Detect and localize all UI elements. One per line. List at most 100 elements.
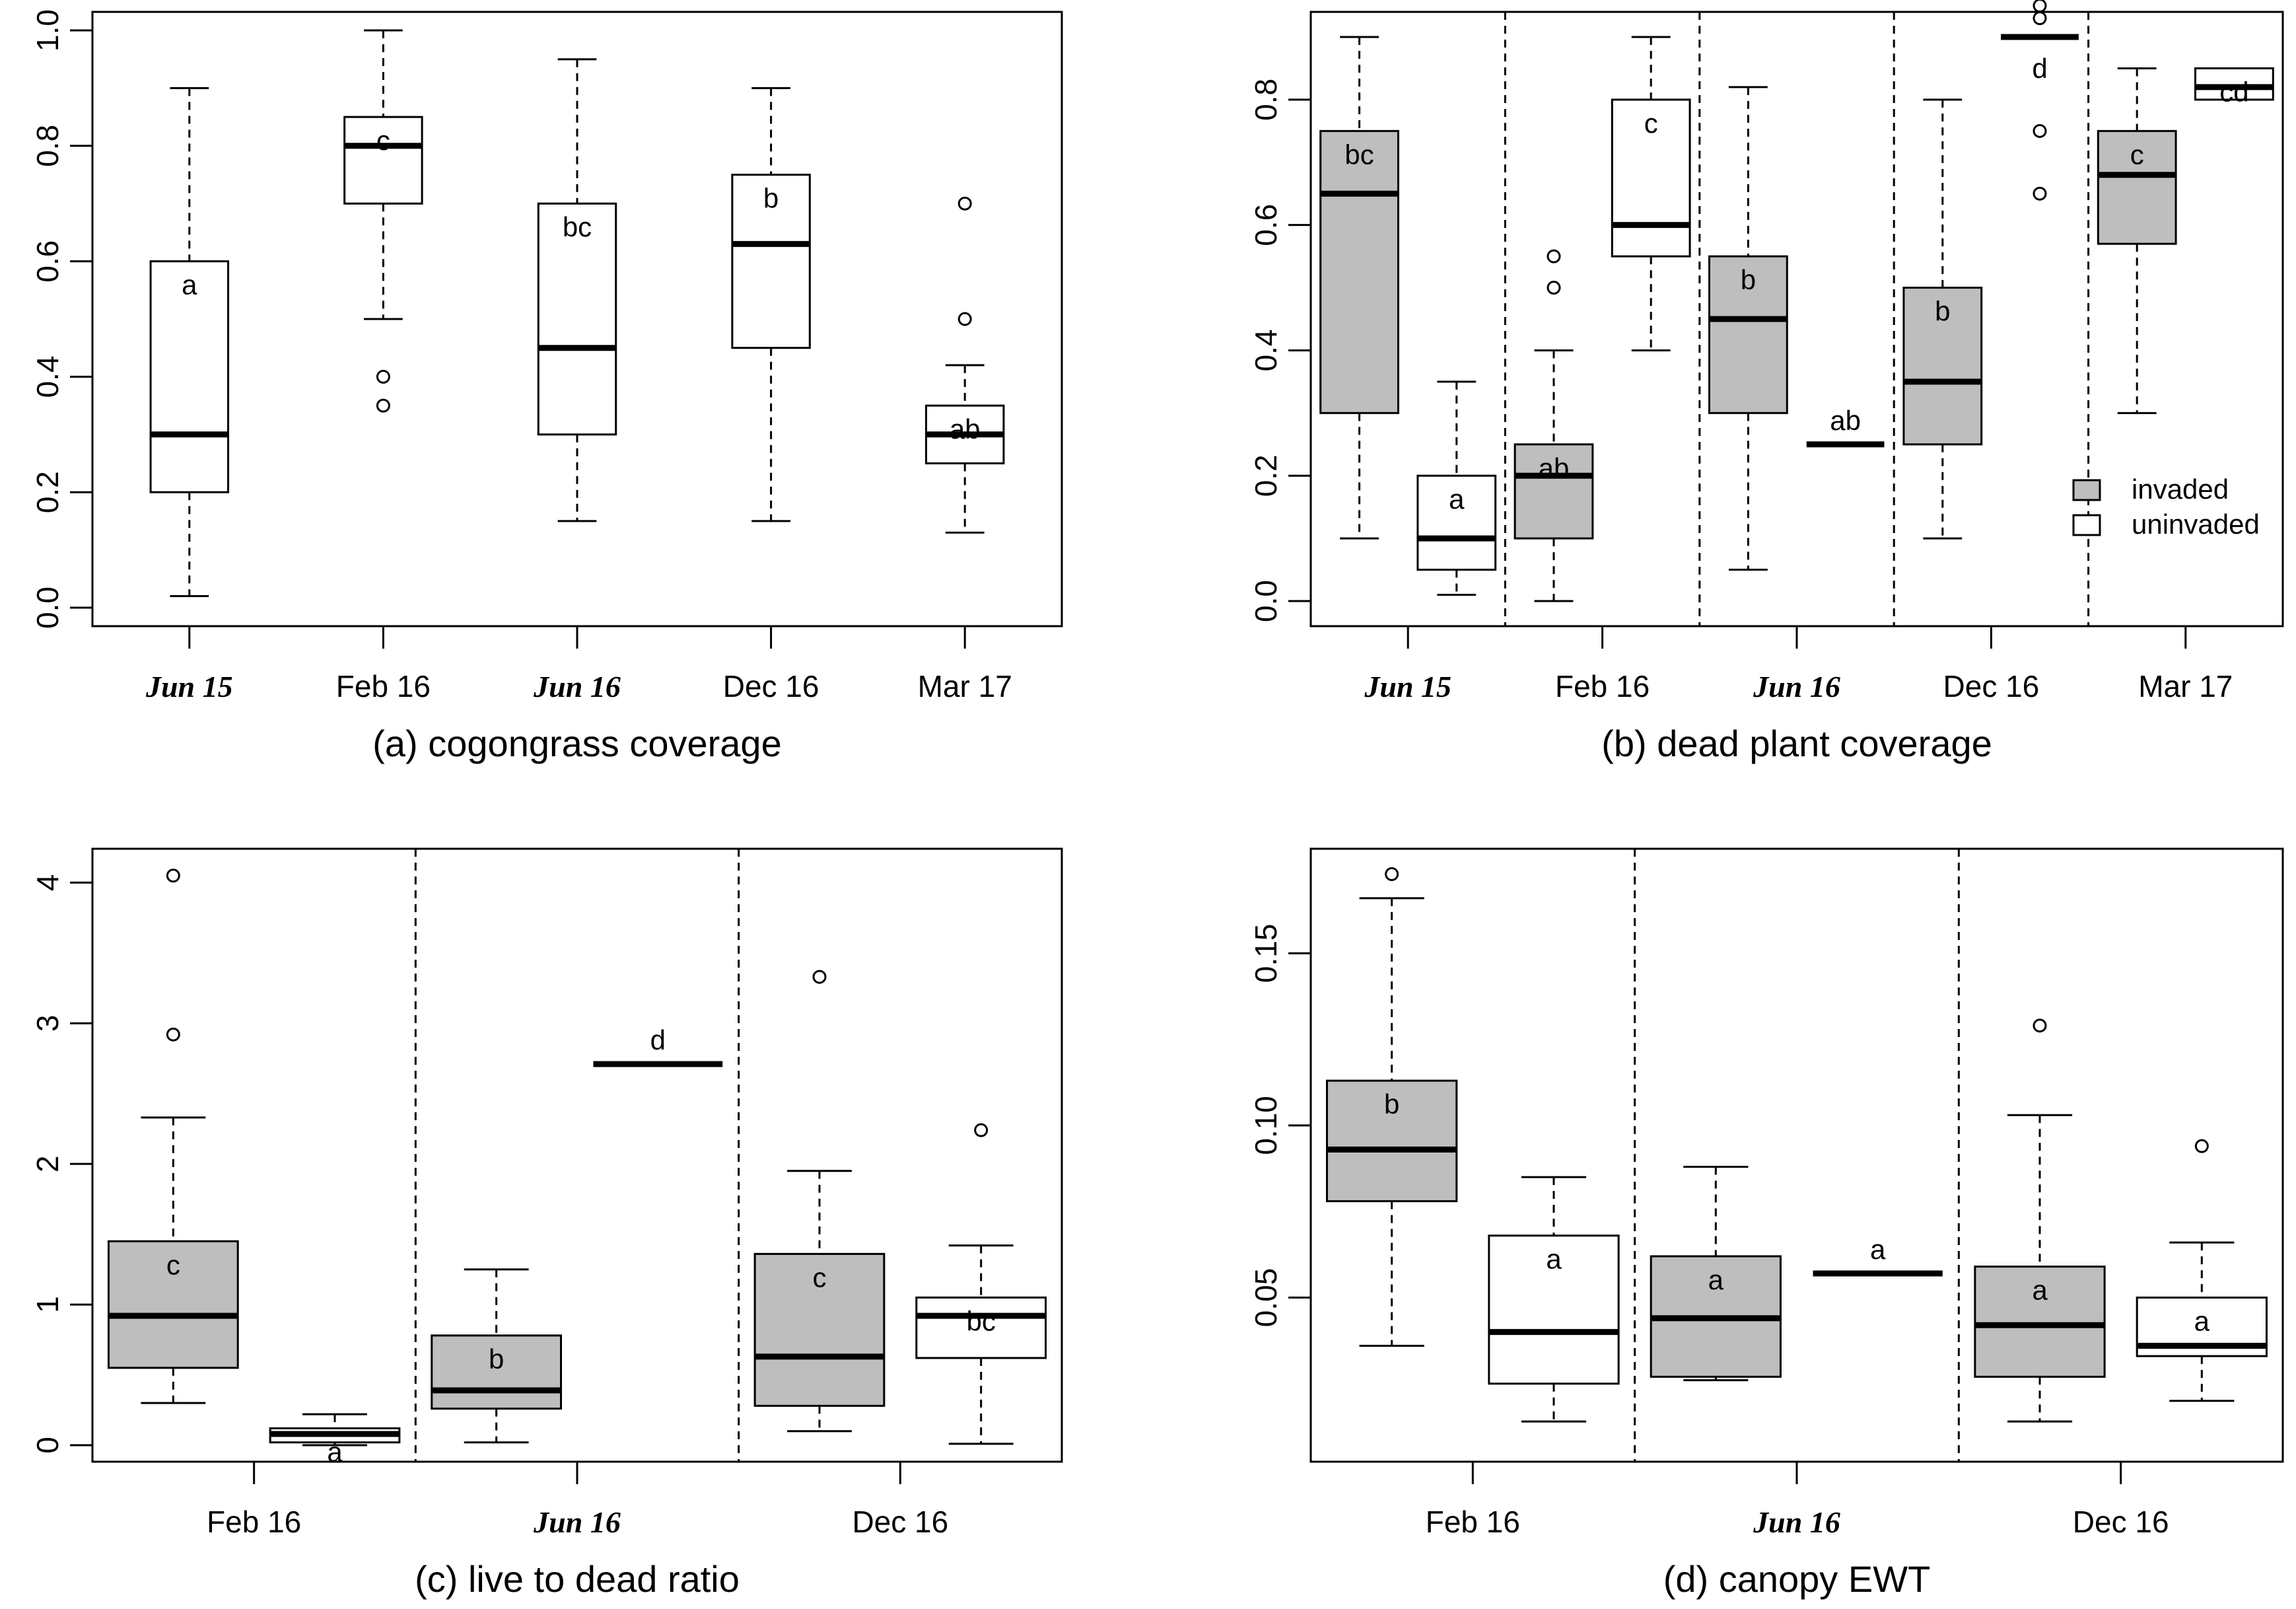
x-tick-label: Jun 15	[145, 670, 233, 703]
box-outlier	[1547, 249, 1561, 264]
significance-letter: c	[813, 1262, 827, 1293]
x-tick-label: Feb 16	[1426, 1505, 1520, 1539]
significance-letter: c	[376, 125, 390, 156]
x-tick-label: Jun 16	[1753, 1505, 1840, 1539]
significance-letter: a	[2032, 1275, 2048, 1306]
box-body-uninvaded	[2194, 67, 2274, 101]
significance-letter: a	[1708, 1264, 1724, 1295]
y-tick-label: 4	[30, 874, 65, 891]
significance-letter: ab	[1830, 405, 1861, 436]
significance-letter: a	[1870, 1234, 1886, 1265]
box-outlier	[974, 1123, 989, 1137]
x-tick-label: Feb 16	[207, 1505, 301, 1539]
x-tick-label: Dec 16	[852, 1505, 948, 1539]
y-tick-label: 0.6	[30, 240, 65, 283]
significance-letter: a	[2194, 1306, 2210, 1337]
box-body-uninvaded	[537, 202, 617, 436]
y-tick-label: 0.2	[1249, 454, 1283, 497]
significance-letter: b	[1384, 1089, 1399, 1120]
box-outlier	[2194, 1139, 2209, 1153]
panel-b-dead-plant-coverage: 0.0 0.2 0.4 0.6 0.8 Jun 15 Feb 16 Jun 16 Dec 16 M…	[1249, 0, 2284, 764]
y-tick-label: 0.0	[1249, 580, 1283, 622]
box-body-uninvaded	[1611, 98, 1691, 258]
box-body-invaded	[1513, 443, 1594, 540]
x-tick-label: Dec 16	[723, 669, 819, 703]
significance-letter: bc	[1344, 139, 1374, 170]
box-outlier	[1547, 281, 1561, 295]
significance-letter: a	[327, 1436, 343, 1467]
significance-letter: c	[166, 1249, 180, 1280]
box-outlier	[1385, 867, 1399, 881]
x-tick-label: Dec 16	[2073, 1505, 2169, 1539]
box-body-invaded	[107, 1240, 239, 1369]
box-body-uninvaded	[1416, 474, 1497, 571]
significance-letter: d	[2032, 53, 2047, 84]
box-body-invaded	[1708, 255, 1788, 414]
significance-letter: b	[489, 1343, 504, 1375]
y-tick-label: 0.6	[1249, 204, 1283, 246]
legend-swatch-uninvaded	[2072, 514, 2101, 536]
x-tick-label: Jun 16	[533, 670, 621, 703]
box-outlier	[376, 398, 390, 413]
x-tick-label: Feb 16	[1555, 669, 1650, 703]
box-body-invaded	[1902, 287, 1983, 446]
panel-caption: (a) cogongrass coverage	[372, 723, 781, 764]
y-tick-label: 0.4	[1249, 329, 1283, 371]
box-outlier	[812, 970, 827, 984]
box-outlier	[376, 369, 390, 384]
significance-letter: b	[1935, 296, 1950, 327]
significance-letter: a	[182, 269, 197, 301]
legend-swatch-invaded	[2072, 479, 2101, 501]
box-body-invaded	[753, 1252, 886, 1407]
panel-caption: (b) dead plant coverage	[1601, 723, 1992, 764]
y-tick-label: 0.10	[1249, 1096, 1283, 1155]
box-outlier	[957, 196, 972, 211]
significance-letter: b	[763, 183, 779, 214]
box-outlier	[2033, 186, 2047, 201]
panel-caption: (d) canopy EWT	[1663, 1558, 1931, 1600]
panel-d-canopy-ewt: 0.05 0.10 0.15 Feb 16 Jun 16 Dec 16 (d) canopy…	[1249, 847, 2284, 1600]
y-tick-label: 0.4	[30, 355, 65, 398]
significance-letter: b	[1741, 264, 1756, 295]
panel-caption: (c) live to dead ratio	[415, 1558, 740, 1600]
box-body-invaded	[2097, 129, 2177, 245]
x-tick-label: Mar 17	[918, 669, 1012, 703]
x-tick-label: Jun 15	[1364, 670, 1451, 703]
y-tick-label: 0.0	[30, 587, 65, 629]
legend-label-uninvaded: uninvaded	[2132, 509, 2260, 540]
significance-letter: a	[1449, 483, 1465, 515]
box-body-invaded	[1319, 129, 1399, 414]
box-outlier	[957, 312, 972, 326]
significance-letter: d	[650, 1024, 666, 1055]
panel-c-live-to-dead-ratio: 0 1 2 3 4 Feb 16 Jun 16 Dec 16 (c) live to dead …	[30, 847, 1063, 1600]
box-body-invaded	[1326, 1079, 1458, 1203]
significance-letter: c	[2130, 139, 2144, 170]
box-body-uninvaded	[915, 1296, 1047, 1359]
significance-letter: bc	[966, 1305, 995, 1336]
x-tick-label: Dec 16	[1943, 669, 2040, 703]
box-body-uninvaded	[149, 260, 230, 493]
panel-a-cogongrass-coverage: 0.0 0.2 0.4 0.6 0.8 1.0 Jun 15 Feb 16 Jun 16 Dec …	[30, 9, 1063, 764]
significance-letter: ab	[1539, 452, 1570, 483]
y-tick-label: 3	[30, 1015, 65, 1032]
box-body-invaded	[1974, 1266, 2106, 1378]
box-outlier	[2033, 1019, 2047, 1033]
y-tick-label: 1.0	[30, 9, 65, 52]
box-outlier	[166, 869, 180, 883]
x-tick-label: Jun 16	[533, 1505, 621, 1539]
y-tick-label: 0	[30, 1437, 65, 1454]
y-tick-label: 0.8	[30, 125, 65, 167]
y-tick-label: 0.15	[1249, 924, 1283, 983]
box-body-invaded	[431, 1334, 563, 1410]
significance-letter: cd	[2219, 76, 2248, 107]
y-tick-label: 1	[30, 1296, 65, 1313]
box-body-uninvaded	[1488, 1234, 1620, 1385]
x-tick-label: Feb 16	[336, 669, 431, 703]
box-outlier	[166, 1027, 180, 1042]
y-tick-label: 0.05	[1249, 1268, 1283, 1328]
box-outlier	[2033, 0, 2047, 13]
x-tick-label: Mar 17	[2138, 669, 2233, 703]
y-tick-label: 0.8	[1249, 79, 1283, 121]
